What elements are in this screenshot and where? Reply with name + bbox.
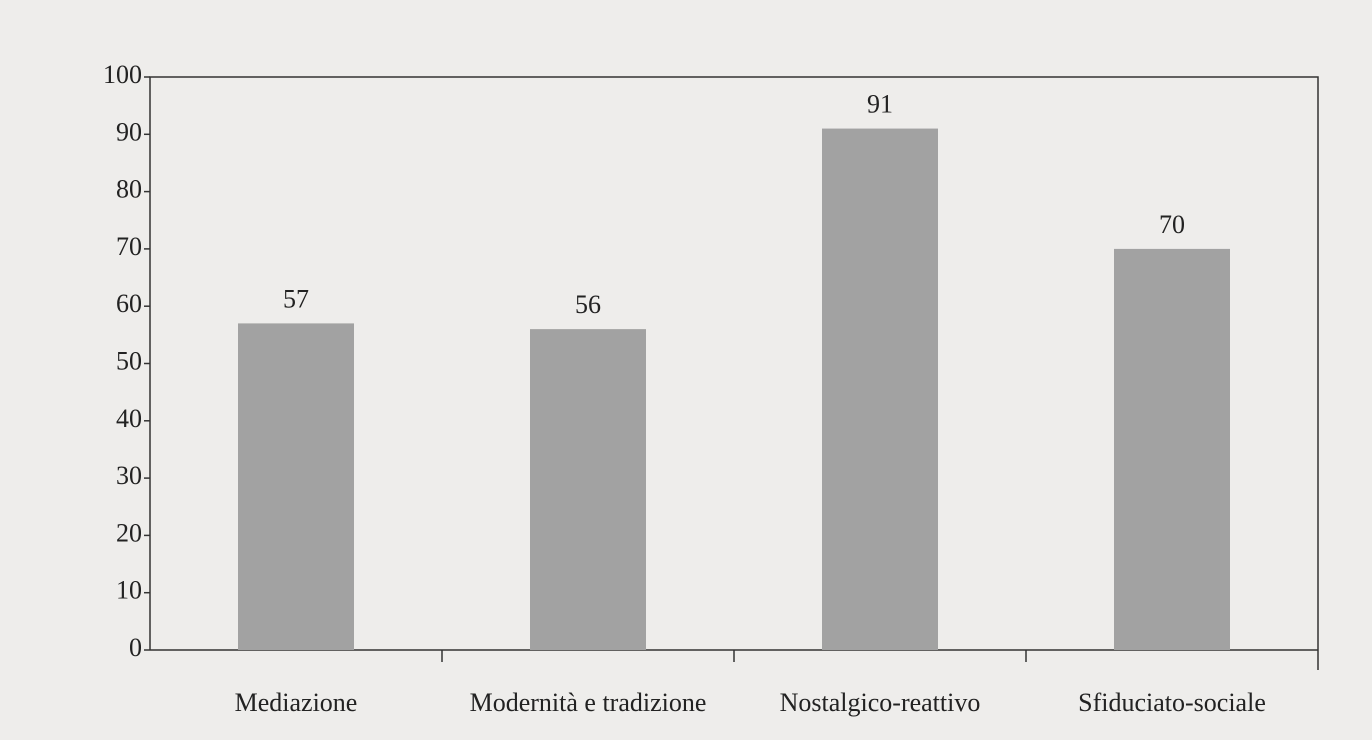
y-tick-label: 20 [116,518,142,547]
x-tick-label: Mediazione [235,688,358,717]
value-label: 57 [283,284,309,313]
y-tick-label: 50 [116,346,142,375]
bar [822,128,938,650]
y-tick-label: 30 [116,461,142,490]
bar [530,329,646,650]
y-tick-label: 10 [116,576,142,605]
y-tick-label: 40 [116,404,142,433]
x-tick-label: Modernità e tradizione [470,688,707,717]
y-tick-label: 60 [116,289,142,318]
bar [238,323,354,650]
y-tick-label: 0 [129,633,142,662]
y-tick-label: 70 [116,232,142,261]
x-tick-label: Nostalgico-reattivo [780,688,981,717]
y-tick-label: 90 [116,117,142,146]
bar [1114,248,1230,650]
y-tick-label: 100 [103,60,142,89]
y-tick-label: 80 [116,175,142,204]
x-tick-label: Sfiduciato-sociale [1078,688,1266,717]
value-label: 70 [1159,210,1185,239]
value-label: 91 [867,90,893,119]
value-label: 56 [575,290,601,319]
